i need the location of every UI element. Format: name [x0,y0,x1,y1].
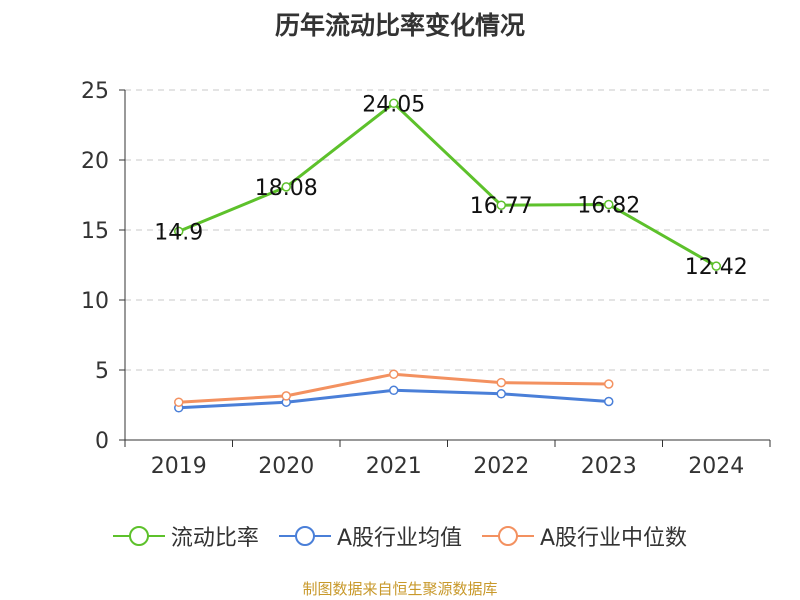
data-point-0-2022[interactable] [496,200,506,210]
legend-item-industry-median[interactable]: A股行业中位数 [482,520,687,552]
x-tick-label-2021: 2021 [366,454,422,479]
data-point-1-2023[interactable] [604,396,614,407]
y-tick-label-15: 15 [81,219,109,244]
y-tick-label-0: 0 [95,429,109,454]
data-point-1-2022[interactable] [496,389,506,399]
data-point-0-2021[interactable] [389,98,399,109]
data-point-2-2022[interactable] [496,377,506,388]
data-point-1-2021[interactable] [389,385,399,396]
legend-item-current-ratio[interactable]: 流动比率 [112,520,259,552]
data-labels: 14.9 18.08 24.05 16.77 16.82 12.42 [154,92,747,280]
axes: 0 5 10 15 20 25 2019 2020 2021 2022 2023 2024 [81,79,771,479]
data-point-0-2019[interactable] [174,226,184,237]
data-point-2-2021[interactable] [389,369,399,379]
data-label-2023: 16.82 [577,194,640,219]
legend: 流动比率 A股行业均值 A股行业中位数 [0,520,800,552]
x-tick-label-2022: 2022 [473,454,529,479]
y-tick-label-5: 5 [95,359,109,384]
data-label-2019: 14.9 [154,220,203,245]
legend-label-industry-median: A股行业中位数 [540,526,688,551]
data-label-2021: 24.05 [362,92,425,117]
data-point-2-2019[interactable] [174,397,184,407]
data-point-2-2020[interactable] [281,391,291,401]
x-tick-label-2019: 2019 [151,454,207,479]
data-label-2020: 18.08 [255,176,318,201]
legend-label-current-ratio: 流动比率 [170,526,259,551]
y-tick-label-25: 25 [81,79,109,104]
x-tick-label-2020: 2020 [258,454,314,479]
data-point-0-2020[interactable] [281,182,291,192]
legend-swatch-current-ratio [112,526,165,546]
legend-label-industry-mean: A股行业均值 [336,526,462,551]
y-tick-label-20: 20 [81,149,109,174]
series-lines [174,98,721,413]
data-label-2024: 12.42 [685,255,748,280]
y-tick-label-10: 10 [81,289,109,314]
legend-swatch-industry-median [482,526,534,546]
legend-item-industry-mean[interactable]: A股行业均值 [278,520,462,552]
source-note: 制图数据来自恒生聚源数据库 [302,580,498,598]
x-tick-label-2024: 2024 [688,454,744,479]
data-point-0-2024[interactable] [711,261,721,271]
grid-lines [125,89,770,371]
series-line-0 [178,101,717,268]
data-point-0-2023[interactable] [604,199,614,210]
chart-title: 历年流动比率变化情况 [274,11,525,40]
x-tick-label-2023: 2023 [581,454,637,479]
data-point-2-2023[interactable] [604,379,614,389]
legend-swatch-industry-mean [278,526,331,546]
data-label-2022: 16.77 [470,194,533,219]
